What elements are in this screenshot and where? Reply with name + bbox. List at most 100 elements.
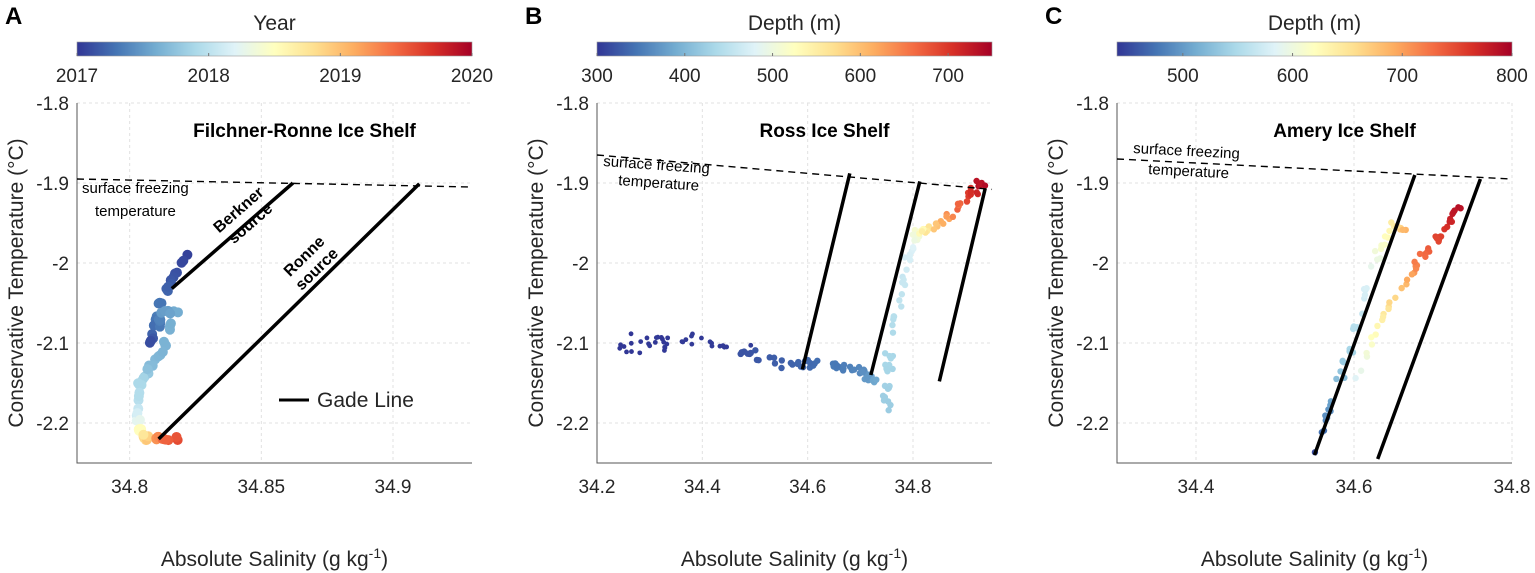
axes xyxy=(1116,103,1512,464)
data-point xyxy=(1339,357,1346,365)
data-point xyxy=(1352,374,1359,382)
data-point xyxy=(814,357,821,364)
data-point xyxy=(976,182,984,189)
data-point xyxy=(906,251,914,258)
data-point xyxy=(1392,294,1399,301)
x-axis-label: Absolute Salinity (g kg-1) xyxy=(1201,545,1428,571)
y-tick-label: -2 xyxy=(572,254,589,275)
scatter-series xyxy=(1311,204,1464,456)
data-point xyxy=(1446,218,1453,225)
data-point xyxy=(1368,334,1375,341)
panel-a: A Year 2017 2018 2019 2020 34.8 34.85 34.9 -1.8 -1… xyxy=(5,3,493,571)
gade-line xyxy=(170,181,295,290)
data-point xyxy=(638,339,644,345)
data-point xyxy=(896,297,903,304)
data-point xyxy=(171,431,182,442)
data-point xyxy=(890,313,898,320)
data-point xyxy=(889,321,896,329)
data-point xyxy=(1399,226,1406,234)
data-point xyxy=(1374,322,1381,330)
data-point xyxy=(899,279,906,286)
x-axis-label: Absolute Salinity (g kg-1) xyxy=(681,545,908,571)
data-point xyxy=(794,360,801,368)
y-tick-label: -1.9 xyxy=(556,174,589,195)
data-point xyxy=(1374,256,1381,263)
y-tick-label: -2.1 xyxy=(1076,334,1109,355)
y-tick-label: -2.2 xyxy=(556,414,589,435)
colorbar-tick-label: 2018 xyxy=(188,66,230,87)
data-point xyxy=(1451,207,1458,214)
data-point xyxy=(621,344,627,349)
data-point xyxy=(949,213,957,221)
panel-c: C Depth (m) 500 600 700 800 34.4 34.6 34.8 -1.8 -1… xyxy=(1045,3,1530,571)
axes xyxy=(76,103,472,464)
data-point xyxy=(903,266,910,273)
data-point xyxy=(863,374,871,381)
data-point xyxy=(689,333,694,339)
data-point xyxy=(911,237,918,244)
gade-line-label: Ronnesource xyxy=(280,232,342,294)
data-point xyxy=(1443,223,1451,231)
x-tick-label: 34.4 xyxy=(1178,477,1215,498)
data-point xyxy=(943,213,950,220)
data-point xyxy=(1386,299,1393,306)
data-point xyxy=(1386,227,1393,235)
data-point xyxy=(973,189,980,196)
data-point xyxy=(789,361,796,368)
gade-line xyxy=(800,172,852,370)
colorbar-tick-label: 500 xyxy=(1167,66,1199,87)
freezing-label: temperature xyxy=(95,203,176,220)
data-point xyxy=(628,340,634,346)
y-tick-label: -2.2 xyxy=(1076,414,1109,435)
data-point xyxy=(652,339,658,345)
data-point xyxy=(689,341,695,347)
data-point xyxy=(1408,271,1416,278)
colorbar-tick-label: 800 xyxy=(1496,66,1528,87)
surface-freezing-line xyxy=(596,154,993,191)
data-point xyxy=(886,352,893,360)
gade-line xyxy=(937,188,987,382)
colorbar xyxy=(76,41,473,57)
data-point xyxy=(1385,305,1392,313)
panel-title: Ross Ice Shelf xyxy=(760,121,891,142)
data-point xyxy=(906,256,914,264)
data-point xyxy=(1333,375,1340,383)
data-point xyxy=(1349,325,1357,333)
data-point xyxy=(178,255,189,266)
panel-b: B Depth (m) 300 400 500 600 700 34.2 34.4 34.6 34.… xyxy=(525,3,993,571)
x-tick-label: 34.6 xyxy=(789,477,826,498)
data-point xyxy=(954,200,962,208)
data-point xyxy=(1368,341,1376,348)
data-point xyxy=(1363,285,1370,292)
data-point xyxy=(165,318,176,329)
data-point xyxy=(840,361,848,369)
y-axis-label: Conservative Temperature (°C) xyxy=(5,138,28,427)
freezing-label: temperature xyxy=(1148,161,1230,182)
colorbar-label: Year xyxy=(253,12,295,35)
data-point xyxy=(879,392,887,400)
colorbar-tick-label: 2020 xyxy=(451,66,493,87)
data-point xyxy=(1433,235,1441,242)
data-point xyxy=(163,281,174,292)
data-point xyxy=(644,335,650,341)
x-axis-label-text: Absolute Salinity (g kg xyxy=(681,548,889,571)
data-point xyxy=(963,198,971,205)
data-point xyxy=(884,398,892,405)
data-point xyxy=(859,369,866,376)
x-tick-label: 34.6 xyxy=(1336,477,1373,498)
x-axis-label-superscript: -1 xyxy=(1409,545,1422,561)
data-point xyxy=(884,385,892,392)
colorbar-tick-label: 700 xyxy=(1386,66,1418,87)
x-axis-label-close: ) xyxy=(1421,548,1428,571)
data-point xyxy=(918,228,926,235)
y-tick-label: -2.1 xyxy=(36,334,69,355)
data-point xyxy=(1371,247,1379,255)
data-point xyxy=(1381,233,1389,240)
data-point xyxy=(665,335,671,341)
data-point xyxy=(834,362,841,369)
y-axis-label: Conservative Temperature (°C) xyxy=(1045,138,1068,427)
colorbar-tick-label: 600 xyxy=(844,66,876,87)
panel-letter: C xyxy=(1045,3,1062,30)
data-point xyxy=(981,182,989,189)
